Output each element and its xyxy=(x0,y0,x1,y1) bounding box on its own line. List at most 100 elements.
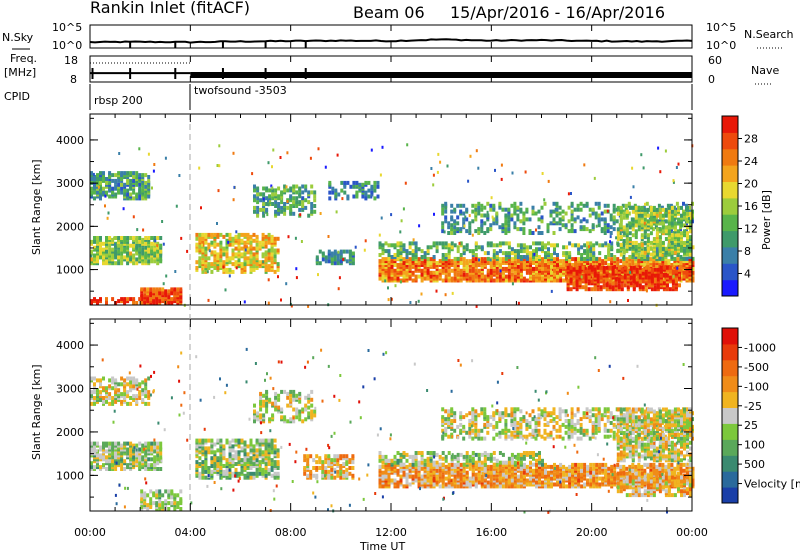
heatmap-cell xyxy=(429,261,433,265)
heatmap-cell xyxy=(655,227,659,232)
heatmap-cell xyxy=(195,232,199,237)
heatmap-cell xyxy=(204,475,208,480)
heatmap-cell xyxy=(140,293,144,298)
heatmap-cell xyxy=(156,467,160,471)
heatmap-cell xyxy=(566,279,570,284)
heatmap-cell xyxy=(537,231,541,235)
heatmap-cell xyxy=(351,466,355,470)
heatmap-cell xyxy=(420,261,424,265)
heatmap-cell xyxy=(152,169,155,173)
heatmap-cell xyxy=(324,165,327,169)
heatmap-cell xyxy=(672,180,675,184)
heatmap-cell xyxy=(538,247,541,252)
heatmap-cell xyxy=(568,251,572,256)
heatmap-cell xyxy=(450,241,454,246)
heatmap-cell xyxy=(436,170,439,174)
heatmap-cell xyxy=(153,445,157,450)
heatmap-cell xyxy=(622,231,626,236)
heatmap-cell xyxy=(155,287,159,292)
heatmap-cell xyxy=(646,261,650,265)
heatmap-cell xyxy=(528,217,532,222)
heatmap-cell xyxy=(594,211,598,216)
heatmap-cell xyxy=(435,270,439,275)
heatmap-cell xyxy=(597,217,601,222)
heatmap-cell xyxy=(307,393,311,398)
heatmap-cell xyxy=(303,454,307,459)
heatmap-cell xyxy=(280,298,282,302)
heatmap-cell xyxy=(267,301,270,305)
heatmap-cell xyxy=(462,211,466,216)
heatmap-cell xyxy=(213,442,217,447)
heatmap-cell xyxy=(90,190,93,195)
heatmap-cell xyxy=(315,454,319,459)
heatmap-cell xyxy=(685,259,689,264)
heatmap-cell xyxy=(610,241,614,246)
heatmap-cell xyxy=(264,462,268,466)
heatmap-cell xyxy=(331,186,335,191)
heatmap-cell xyxy=(393,257,397,262)
heatmap-cell xyxy=(522,276,526,281)
heatmap-cell xyxy=(167,507,171,511)
heatmap-cell xyxy=(604,261,608,265)
heatmap-cell xyxy=(531,231,535,235)
heatmap-cell xyxy=(256,205,260,210)
heatmap-cell xyxy=(594,215,598,220)
heatmap-cell xyxy=(198,475,202,480)
heatmap-cell xyxy=(358,182,362,187)
heatmap-cell xyxy=(146,507,150,511)
heatmap-cell xyxy=(402,264,406,269)
heatmap-cell xyxy=(381,264,385,269)
heatmap-cell xyxy=(544,255,547,259)
heatmap-cell xyxy=(411,249,415,254)
heatmap-cell xyxy=(307,190,311,195)
power-ytick-label: 2000 xyxy=(56,220,84,233)
heatmap-cell xyxy=(435,289,438,293)
heatmap-cell xyxy=(138,173,142,178)
heatmap-cell xyxy=(135,378,139,383)
heatmap-cell xyxy=(677,205,680,210)
heatmap-cell xyxy=(553,247,556,252)
heatmap-cell xyxy=(310,205,314,210)
heatmap-cell xyxy=(673,221,677,226)
heatmap-cell xyxy=(529,257,532,262)
heatmap-cell xyxy=(213,462,217,466)
heatmap-cell xyxy=(420,292,423,296)
heatmap-cell xyxy=(265,186,269,191)
heatmap-cell xyxy=(108,445,112,450)
heatmap-cell xyxy=(643,250,647,255)
heatmap-cell xyxy=(576,207,580,212)
heatmap-cell xyxy=(334,188,338,193)
heatmap-cell xyxy=(664,259,668,264)
heatmap-cell xyxy=(646,253,650,257)
heatmap-cell xyxy=(140,497,144,502)
heatmap-cell xyxy=(120,171,124,176)
heatmap-cell xyxy=(495,211,499,216)
heatmap-cell xyxy=(667,259,671,264)
heatmap-cell xyxy=(155,501,159,506)
heatmap-cell xyxy=(399,247,403,252)
heatmap-cell xyxy=(640,242,644,247)
heatmap-cell xyxy=(570,227,574,232)
heatmap-cell xyxy=(609,235,612,239)
heatmap-cell xyxy=(120,297,124,302)
heatmap-cell xyxy=(259,391,263,396)
heatmap-cell xyxy=(258,460,262,465)
heatmap-cell xyxy=(378,276,382,281)
heatmap-cell xyxy=(96,388,99,393)
heatmap-cell xyxy=(611,285,615,290)
heatmap-cell xyxy=(492,249,496,254)
heatmap-cell xyxy=(646,243,650,248)
heatmap-cell xyxy=(315,473,319,478)
heatmap-cell xyxy=(501,251,505,256)
heatmap-cell xyxy=(456,256,460,261)
heatmap-cell xyxy=(552,201,556,206)
heatmap-cell xyxy=(432,255,436,259)
heatmap-cell xyxy=(255,448,259,453)
heatmap-cell xyxy=(507,251,511,256)
heatmap-cell xyxy=(270,238,274,243)
heatmap-cell xyxy=(123,236,127,240)
heatmap-cell xyxy=(399,280,402,284)
heatmap-cell xyxy=(93,175,96,179)
heatmap-cell xyxy=(102,386,105,391)
heatmap-cell xyxy=(147,175,151,179)
